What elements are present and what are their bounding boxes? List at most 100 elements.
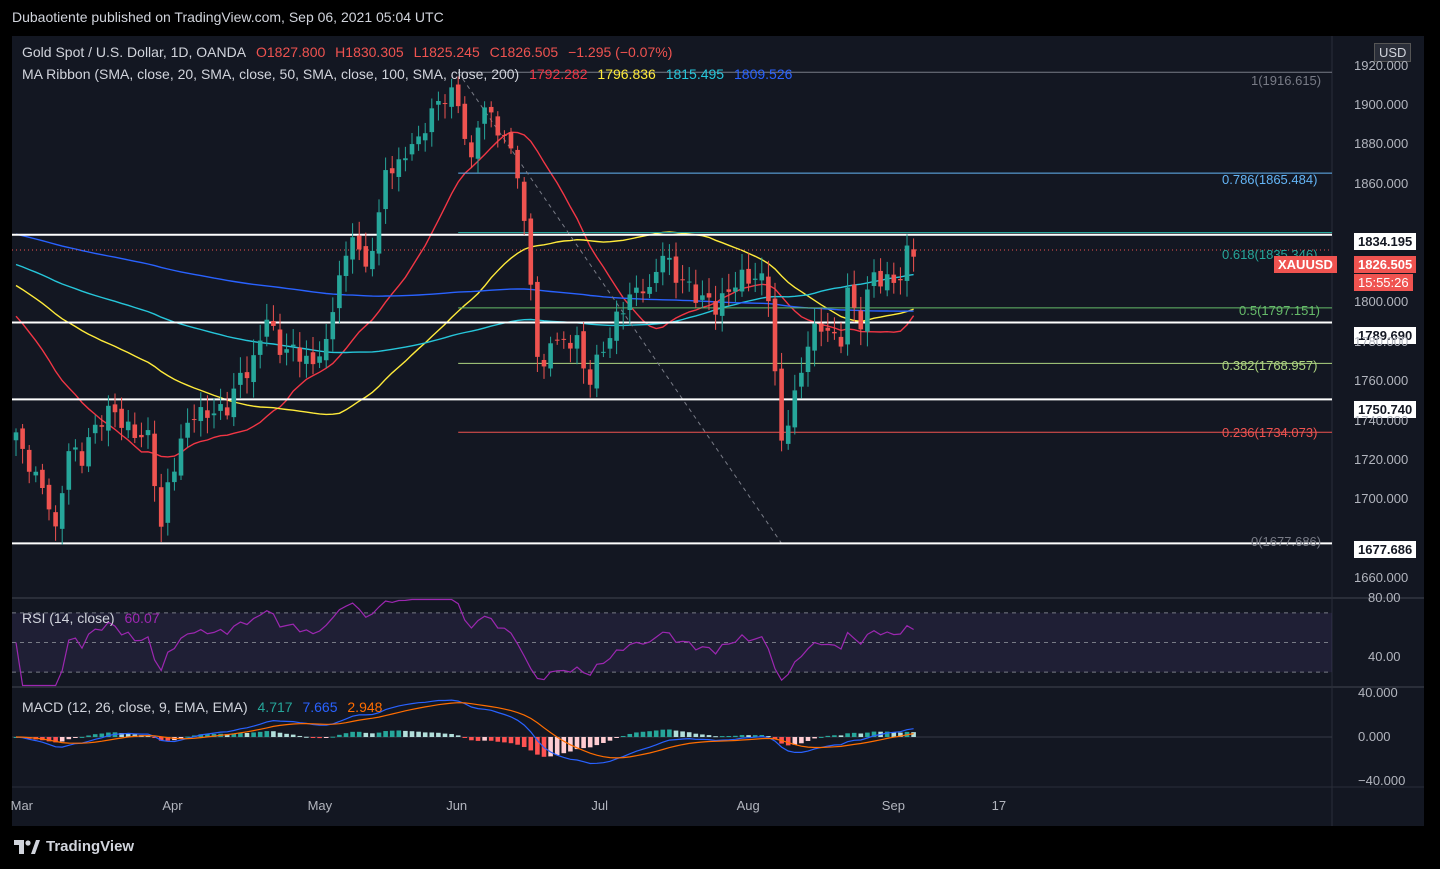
candle-body [46,484,52,510]
candle-body [158,487,164,527]
candle [792,374,798,435]
candle [290,329,296,362]
candle-body [832,331,837,334]
macd-bar [733,735,738,737]
candle [759,257,765,296]
macd-bar [818,736,824,738]
macd-bar [304,736,309,738]
chart-svg[interactable] [12,36,1424,826]
price-tick-label: 1660.000 [1354,570,1409,586]
candle-body [904,245,910,281]
candle [152,420,157,502]
last-price-tag[interactable]: 1826.505 [1354,256,1417,273]
ma200-value: 1809.526 [734,66,793,82]
candle-body [59,493,65,529]
candle-body [191,419,197,421]
chart-area[interactable]: Gold Spot / U.S. Dollar, 1D, OANDA O1827… [11,36,1424,826]
level-tag-1677[interactable]: 1677.686 [1354,541,1417,558]
rsi-band [12,612,1332,673]
candle [891,262,897,294]
price-tick-label: 1780.000 [1354,333,1409,349]
time-axis-label: Sep [881,798,905,813]
candle [224,391,230,420]
macd-bar [746,735,751,737]
candle [264,303,270,347]
macd-bar [700,734,705,737]
rsi-legend[interactable]: RSI (14, close) 60.07 [22,610,166,626]
macd-bar [46,737,52,742]
candle [396,147,402,192]
macd-bar [429,732,435,737]
candle-body [680,279,685,281]
macd-bar [224,734,230,737]
macd-bar [805,737,811,741]
macd-bar [244,732,250,737]
candle-body [521,181,527,221]
time-axis-label: Apr [162,798,183,813]
symbol-legend[interactable]: Gold Spot / U.S. Dollar, 1D, OANDA O1827… [22,44,678,60]
candle-body [20,428,25,449]
level-tag-1834[interactable]: 1834.195 [1354,233,1417,250]
candle [614,300,619,355]
level-tag-1750[interactable]: 1750.740 [1354,401,1417,418]
candle [403,146,408,172]
sma-200-line [15,233,914,312]
candle-body [601,351,606,353]
candle-body [185,422,190,438]
macd-bar [587,737,593,748]
macd-legend[interactable]: MACD (12, 26, close, 9, EMA, EMA) 4.717 … [22,699,388,715]
candle-body [627,294,633,310]
macd-bar [145,735,151,737]
macd-bar [356,731,362,737]
fib-label-0: 0(1677.686) [1251,534,1322,549]
candle-body [673,256,679,283]
candle [746,253,751,292]
candle-body [746,268,751,284]
currency-badge[interactable]: USD [1374,43,1412,62]
candle [33,466,39,483]
candle-body [686,281,692,283]
candle-body [785,425,791,444]
macd-bar [594,737,600,746]
macd-signal-value: 2.948 [347,699,383,715]
macd-bar [660,729,666,737]
time-axis-label: Aug [736,798,760,813]
symbol-price-tag[interactable]: XAUUSD [1274,256,1337,273]
candle [442,94,448,119]
macd-bar [330,736,336,738]
candle-body [356,235,362,250]
macd-bar [99,733,105,737]
candle-body [653,271,659,284]
candle-body [898,278,903,281]
candle-body [396,159,402,177]
candle-body [403,158,408,161]
candle [251,339,256,398]
level-tag-1789[interactable]: 1789.690 [1354,327,1417,344]
price-tick-label: 1880.000 [1354,136,1409,152]
candle [858,296,864,346]
candle [106,395,111,447]
candle-body [257,340,263,355]
candle-body [198,407,204,422]
candle [561,331,567,349]
macd-bar [713,736,718,738]
candle [92,415,98,444]
candle [370,237,375,277]
candle-body [389,168,395,174]
macd-tick-label: 0.000 [1358,729,1391,744]
candle-body [871,272,877,287]
candle-body [726,289,732,292]
macd-bar [106,732,111,737]
candle-body [271,320,276,326]
ma-ribbon-legend[interactable]: MA Ribbon (SMA, close, 20, SMA, close, 5… [22,66,798,82]
candle [607,327,613,358]
candle-body [759,273,765,281]
macd-bar [389,730,395,737]
price-tick-label: 1720.000 [1354,451,1409,467]
fib-label-0382: 0.382(1768.957) [1222,358,1318,373]
macd-bar [403,730,408,737]
macd-bar [442,733,448,737]
tradingview-logo[interactable]: TradingView [14,838,134,855]
macd-bar [706,735,712,737]
candle [310,337,316,375]
